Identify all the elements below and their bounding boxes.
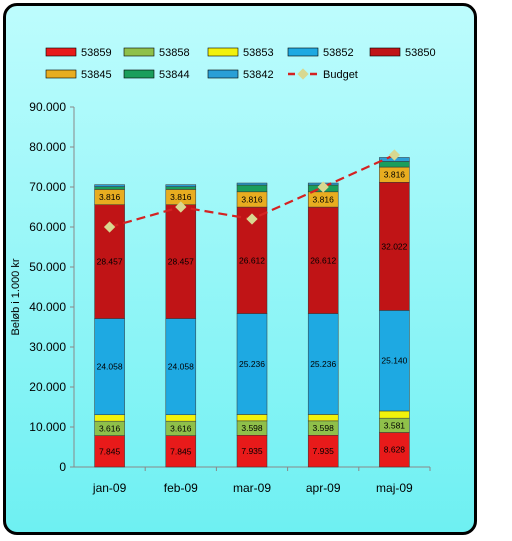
y-tick-label: 70.000 [29,180,66,194]
data-label-53850: 28.457 [97,257,123,267]
y-tick-label: 10.000 [29,420,66,434]
legend-swatch-53858 [123,47,155,57]
y-axis-title: Beløb i 1.000 kr [10,258,22,335]
bar-segment-53844 [94,186,125,190]
bar-segment-53852 [94,318,125,416]
data-label-53859: 7.845 [99,446,121,456]
y-tick-label: 50.000 [29,260,66,274]
budget-point [388,149,401,161]
bar-segment-53850 [307,206,339,314]
bar-segment-53853 [165,414,197,422]
data-label-53845: 3.816 [384,170,406,180]
bar-segment-53852 [379,310,410,412]
data-label-53858: 3.581 [384,420,406,430]
data-label-53852: 25.236 [310,359,336,369]
x-tick-label: feb-09 [164,481,198,495]
budget-point [246,213,258,225]
data-label-53845: 3.816 [99,192,121,202]
legend-swatch-53859 [45,47,77,57]
legend-swatch-53842 [207,69,239,79]
legend-swatch-53853 [207,47,239,57]
bar-segment-53853 [307,414,339,422]
legend-label-53853: 53853 [243,47,274,59]
bar-segment-53844 [165,186,197,190]
y-tick-label: 80.000 [29,140,66,154]
data-label-53845: 3.816 [241,194,263,204]
y-tick-label: 0 [59,460,66,474]
budget-point [175,201,187,213]
legend-label-53859: 53859 [81,47,112,59]
data-label-53852: 24.058 [97,362,123,372]
bar-segment-53859 [379,432,410,468]
bar-segment-53859 [307,435,339,468]
legend-label-budget: Budget [323,69,358,81]
data-label-53850: 26.612 [310,255,336,265]
bar-segment-53850 [165,204,197,319]
x-tick-label: maj-09 [376,481,413,495]
legend-label-53842: 53842 [243,69,274,81]
legend-swatch-53850 [369,47,401,57]
legend-swatch-53845 [45,69,77,79]
y-tick-label: 20.000 [29,380,66,394]
bar-segment-53850 [379,182,410,311]
data-label-53845: 3.816 [313,194,335,204]
data-label-53858: 3.598 [313,423,335,433]
data-label-53858: 3.616 [99,423,121,433]
data-label-53850: 32.022 [381,241,407,251]
data-label-53850: 26.612 [239,255,265,265]
bar-segment-53842 [94,184,125,187]
legend-label-53852: 53852 [323,47,354,59]
x-tick-label: apr-09 [306,481,341,495]
legend-label-53850: 53850 [405,47,436,59]
bar-segment-53853 [94,414,125,422]
legend-label-53858: 53858 [159,47,190,59]
bar-segment-53842 [165,184,197,187]
bar-segment-53842 [236,182,268,186]
y-tick-label: 30.000 [29,340,66,354]
bar-segment-53852 [165,318,197,416]
bar-segment-53844 [236,184,268,193]
data-label-53852: 25.140 [381,356,407,366]
legend-swatch-53844 [123,69,155,79]
bar-segment-53859 [165,435,197,468]
data-label-53858: 3.598 [241,423,263,433]
bar-segment-53850 [236,206,268,314]
x-tick-label: jan-09 [92,481,127,495]
bar-segment-53844 [379,161,410,168]
legend-marker-budget [297,68,309,80]
data-label-53859: 7.935 [241,446,263,456]
bar-segment-53859 [94,435,125,468]
data-label-53859: 7.845 [170,446,192,456]
data-label-53858: 3.616 [170,423,192,433]
data-label-53859: 8.628 [384,445,406,455]
x-tick-label: mar-09 [233,481,271,495]
y-tick-label: 60.000 [29,220,66,234]
data-label-53859: 7.935 [313,446,335,456]
budget-point [317,181,329,193]
bar-segment-53852 [307,313,339,415]
y-tick-label: 40.000 [29,300,66,314]
y-tick-label: 90.000 [29,100,66,114]
bar-segment-53852 [236,313,268,415]
legend-label-53845: 53845 [81,69,112,81]
legend-swatch-53852 [287,47,319,57]
data-label-53852: 24.058 [168,362,194,372]
data-label-53845: 3.816 [170,192,192,202]
legend-label-53844: 53844 [159,69,190,81]
data-label-53852: 25.236 [239,359,265,369]
bar-segment-53859 [236,435,268,468]
bar-segment-53853 [379,410,410,419]
bar-segment-53853 [236,414,268,422]
data-label-53850: 28.457 [168,257,194,267]
